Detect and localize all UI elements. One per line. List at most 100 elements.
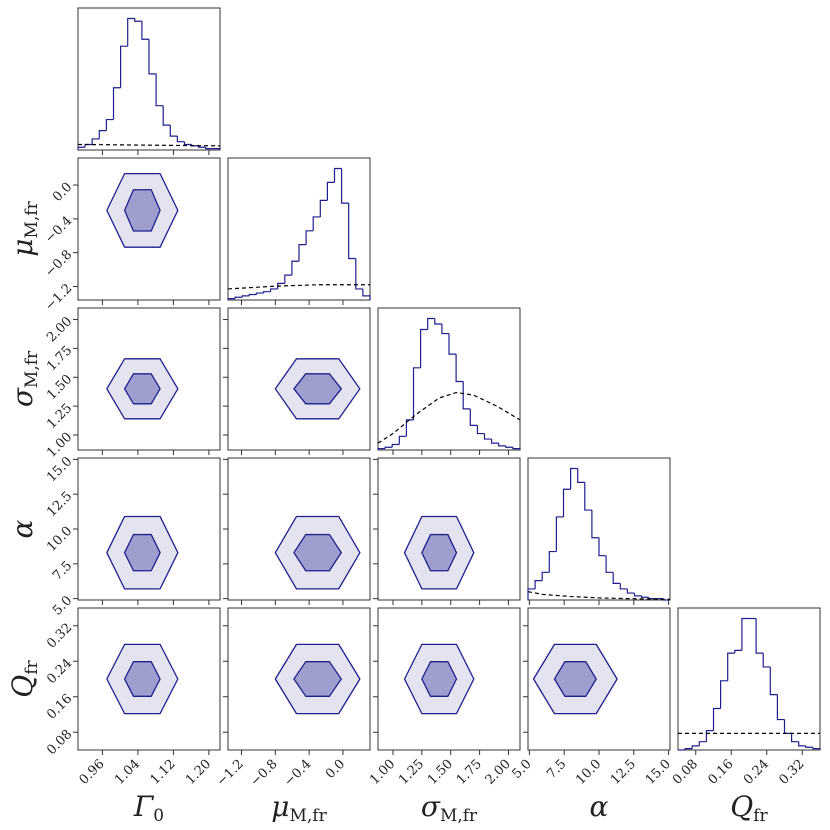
- y-tick-label: 0.0: [50, 180, 75, 205]
- contour: [293, 533, 342, 572]
- histogram-bin: [362, 288, 371, 300]
- histogram-bin: [248, 293, 257, 296]
- y-tick-label: 0.16: [44, 691, 75, 722]
- histogram-bin: [355, 258, 363, 290]
- y-tick-label: 5.0: [50, 593, 75, 618]
- histogram-bin: [291, 260, 299, 276]
- histogram-bin: [434, 318, 442, 325]
- axis-symbol: Q: [730, 790, 753, 823]
- x-tick-label: 0.08: [670, 757, 701, 788]
- histogram-bin: [319, 199, 328, 217]
- histogram-bin: [684, 748, 693, 750]
- axis-label: α: [590, 790, 609, 823]
- y-tick-label: 2.00: [44, 314, 75, 345]
- histogram-bin: [255, 292, 264, 295]
- histogram-bin: [205, 147, 213, 150]
- y-tick-label: 15.0: [44, 454, 75, 485]
- y-tick-label: 1.75: [44, 343, 75, 374]
- panel-frame: [77, 607, 221, 751]
- axis-subscript: M,fr: [289, 806, 327, 826]
- axis-symbol: μ: [271, 790, 289, 823]
- histogram-bin: [455, 354, 464, 383]
- histogram-bin: [120, 45, 128, 88]
- histogram-bin: [198, 145, 206, 148]
- histogram-bin: [384, 446, 393, 449]
- contour: [106, 172, 179, 248]
- axis-subscript: M,fr: [440, 806, 478, 826]
- histogram-bin: [112, 87, 121, 120]
- histogram-bin: [720, 680, 728, 709]
- x-tick-label: 0.0: [323, 757, 348, 782]
- panel-frame: [527, 457, 671, 601]
- histogram-bin: [491, 439, 499, 444]
- histogram-bin: [548, 550, 557, 573]
- axis-label: σM,fr: [6, 350, 42, 407]
- histogram-bin: [798, 741, 806, 747]
- x-tick-label: 7.5: [544, 757, 569, 782]
- x-tick-label: 15.0: [643, 757, 674, 788]
- histogram-bin: [577, 468, 585, 483]
- x-tick-label: 12.5: [608, 757, 639, 788]
- histogram-bin: [148, 39, 157, 75]
- contour: [123, 533, 161, 572]
- contour: [403, 515, 475, 590]
- histogram-bin: [612, 572, 621, 584]
- y-tick-label: 0.32: [44, 620, 75, 651]
- panel-frame: [227, 307, 371, 451]
- contour: [123, 373, 161, 405]
- histogram-bin: [241, 295, 250, 298]
- axis-subscript: M,fr: [22, 350, 42, 388]
- y-tick-label: 1.00: [44, 430, 75, 461]
- histogram-bin: [691, 745, 700, 749]
- panel-frame: [77, 7, 221, 151]
- y-tick-label: 0.24: [44, 656, 75, 687]
- axis-symbol: σ: [6, 387, 39, 407]
- histogram-bin: [270, 288, 278, 292]
- contour: [274, 515, 361, 590]
- histogram-bin: [391, 443, 400, 448]
- histogram-bin: [626, 588, 635, 594]
- histogram-bin: [462, 381, 471, 410]
- axis-subscript: fr: [753, 806, 768, 826]
- axis-symbol: μ: [6, 239, 39, 257]
- panel-frame: [377, 307, 521, 451]
- histogram-bin: [705, 730, 714, 742]
- contour: [293, 373, 342, 405]
- panel-frame: [677, 607, 821, 751]
- x-tick-label: 1.12: [148, 757, 179, 788]
- contour: [293, 661, 342, 697]
- panel-frame: [77, 307, 221, 451]
- contour: [274, 643, 361, 715]
- histogram-bin: [584, 482, 592, 511]
- histogram-bin: [398, 435, 407, 445]
- axis-subscript: fr: [22, 659, 42, 674]
- histogram-bin: [98, 130, 107, 139]
- x-tick-label: 0.96: [77, 757, 108, 788]
- histogram-bin: [341, 168, 349, 204]
- contour: [421, 661, 458, 697]
- panel-frame: [227, 607, 371, 751]
- histogram-bin: [262, 291, 271, 294]
- y-tick-label: 7.5: [50, 559, 75, 584]
- axis-symbol: α: [590, 790, 609, 823]
- axis-symbol: Q: [6, 675, 39, 698]
- axis-subscript: 0: [153, 806, 164, 826]
- axis-label: Γ0: [133, 790, 164, 826]
- histogram-bin: [791, 733, 799, 743]
- histogram-bin: [105, 118, 114, 131]
- x-tick-label: 0.16: [705, 757, 736, 788]
- histogram-bin: [448, 333, 457, 355]
- x-tick-label: −0.4: [282, 757, 315, 790]
- contour: [123, 661, 161, 697]
- histogram-bin: [541, 571, 550, 581]
- histogram-bin: [805, 745, 813, 748]
- histogram-bin: [762, 653, 771, 668]
- axis-label: μM,fr: [6, 200, 42, 256]
- histogram-bin: [812, 747, 821, 750]
- axis-symbol: α: [6, 519, 39, 538]
- histogram-bin: [420, 328, 428, 368]
- axis-label: σM,fr: [421, 790, 478, 826]
- histogram-bin: [605, 555, 614, 573]
- histogram-bin: [469, 408, 478, 426]
